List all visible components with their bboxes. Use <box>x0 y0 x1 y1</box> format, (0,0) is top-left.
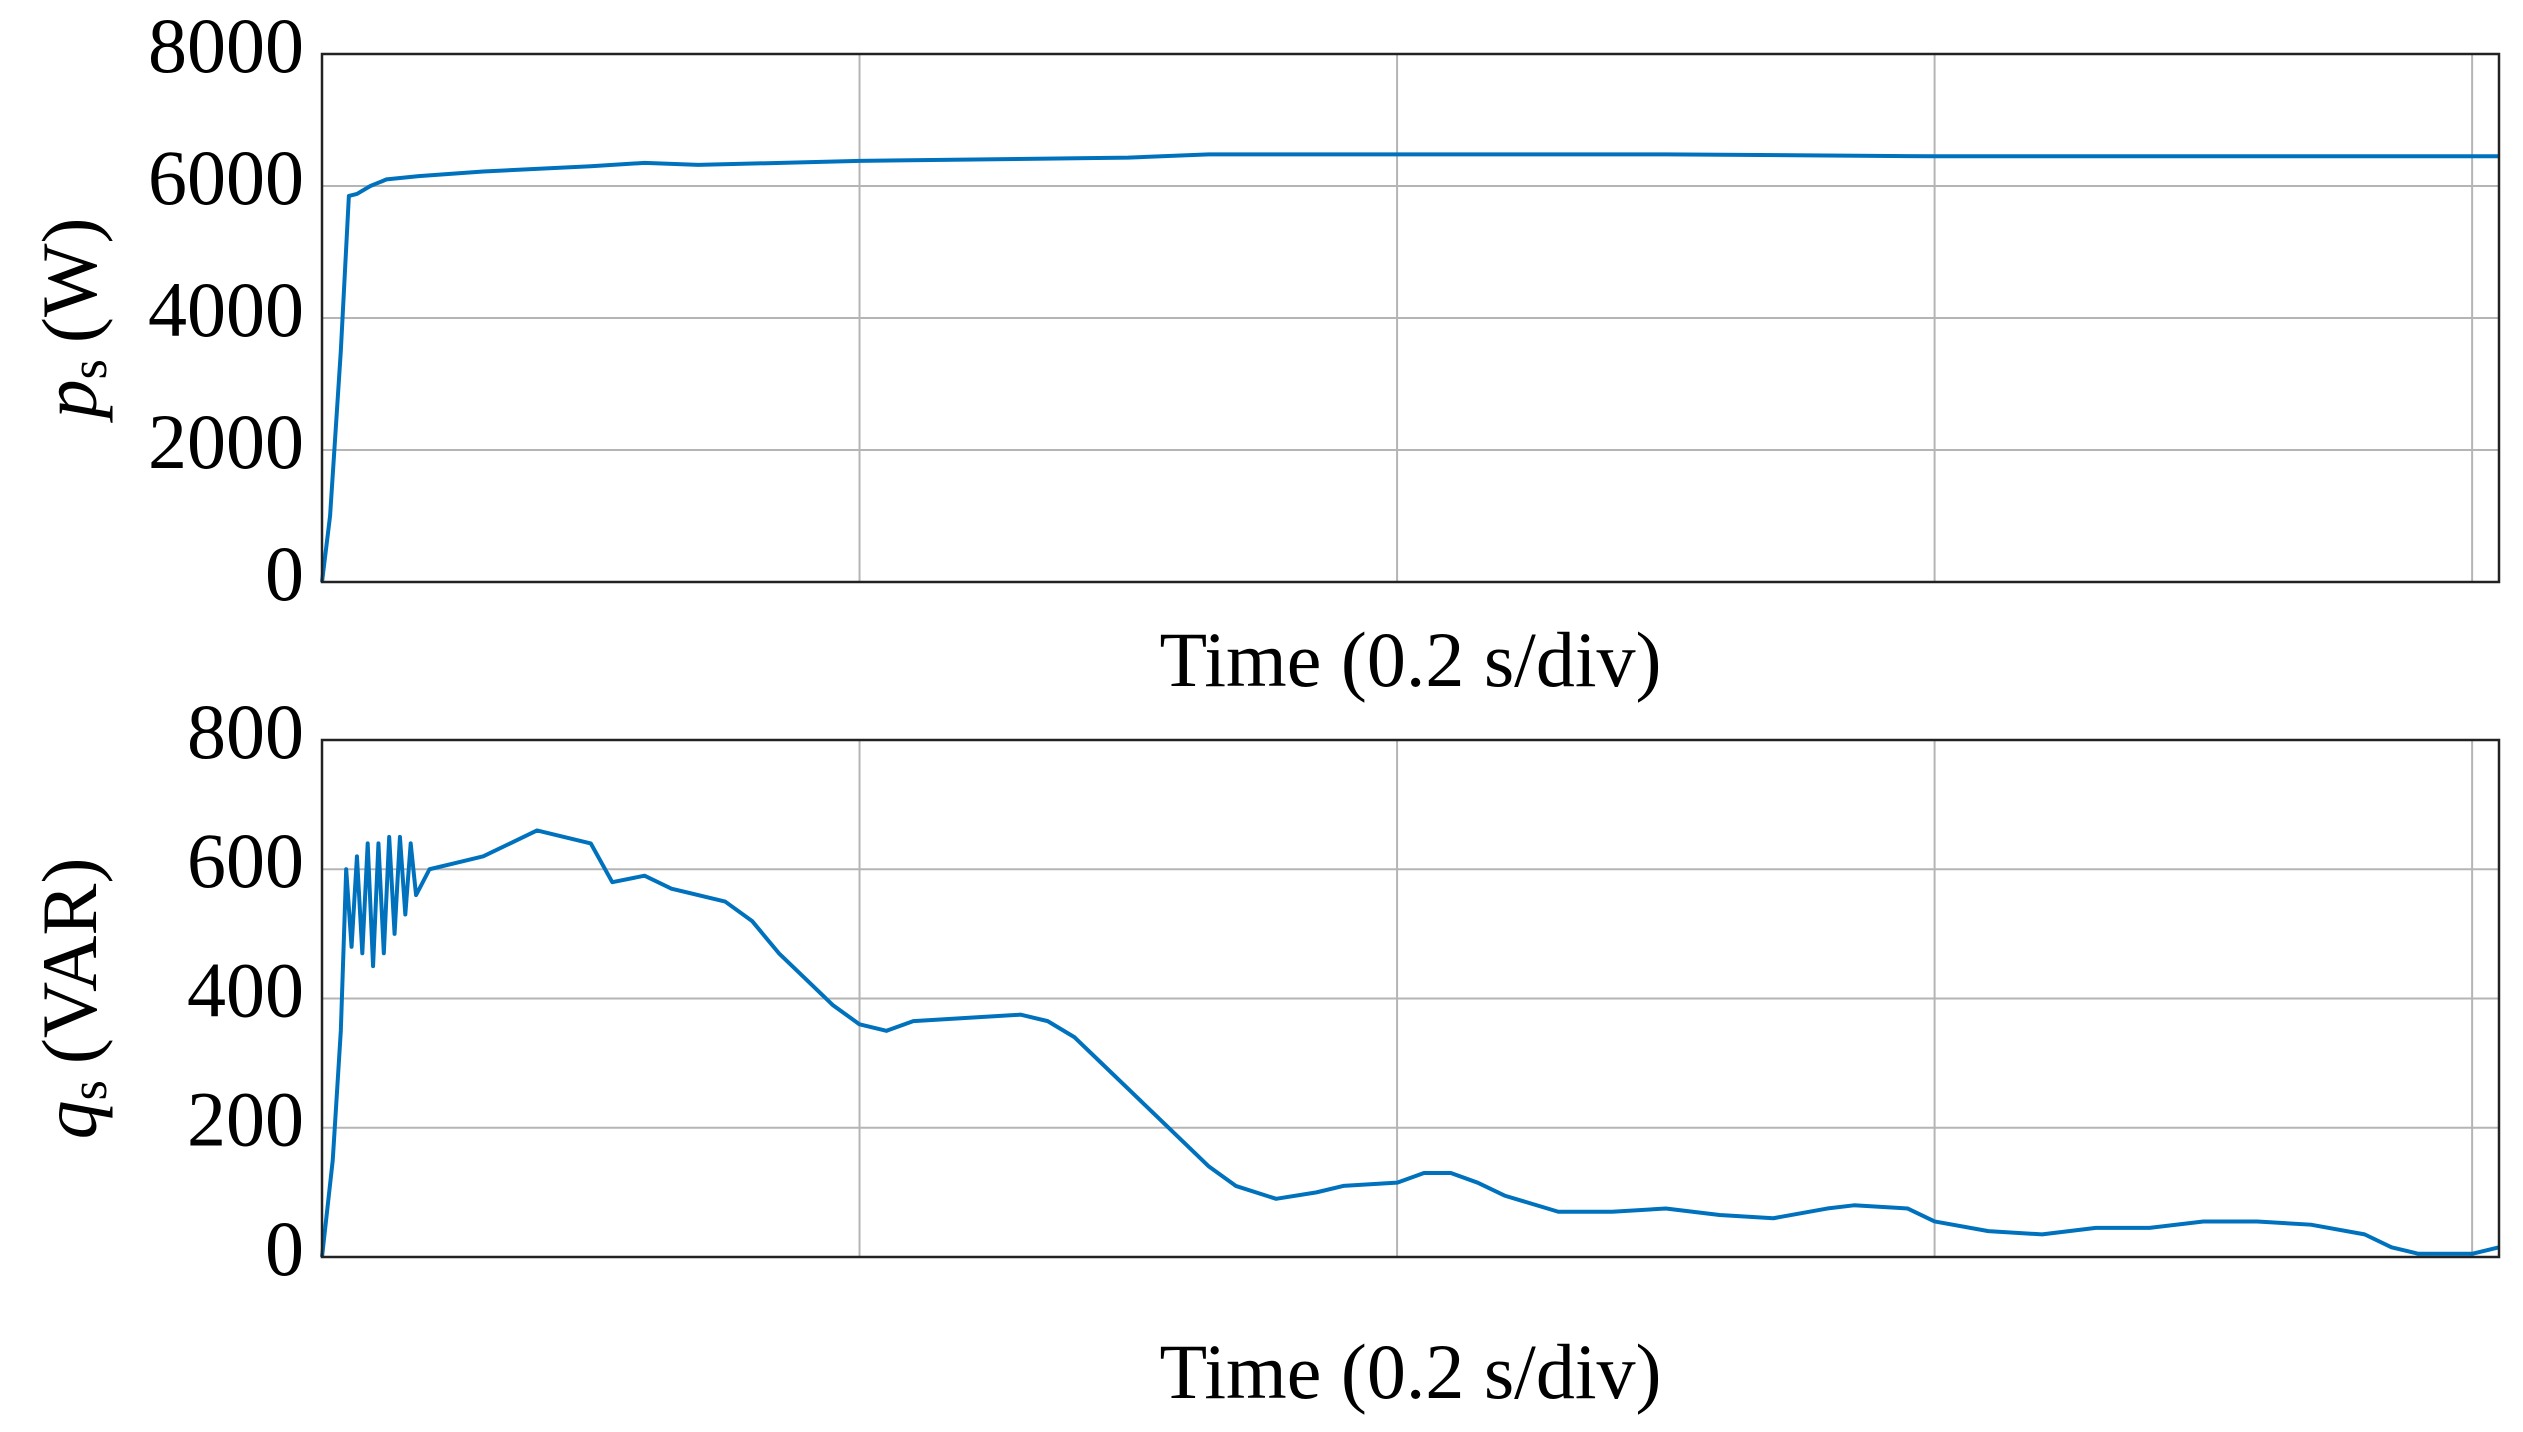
y-label-unit: (VAR) <box>26 858 113 1065</box>
y-axis-label: ps (W) <box>26 218 118 424</box>
y-tick-label: 0 <box>265 1205 304 1292</box>
y-tick-label: 2000 <box>148 398 304 485</box>
y-tick-label: 6000 <box>148 134 304 221</box>
y-tick-label: 800 <box>187 688 304 775</box>
y-axis-label: qs (VAR) <box>26 858 118 1140</box>
y-tick-label: 4000 <box>148 266 304 353</box>
x-axis-label: Time (0.2 s/div) <box>1159 616 1661 703</box>
y-label-unit: (W) <box>26 218 113 344</box>
data-line <box>320 828 2500 1258</box>
plot-frame <box>320 52 2501 584</box>
y-label-var: q <box>26 1100 113 1139</box>
y-tick-label: 600 <box>187 817 304 904</box>
data-line <box>320 152 2499 583</box>
y-tick-label: 8000 <box>148 2 304 89</box>
y-label-var: p <box>26 379 113 423</box>
y-tick-label: 0 <box>265 530 304 617</box>
plot-frame <box>320 738 2501 1259</box>
y-label-sub: s <box>61 1080 118 1100</box>
y-label-sub: s <box>61 359 118 379</box>
y-tick-label: 400 <box>187 946 304 1033</box>
y-tick-label: 200 <box>187 1076 304 1163</box>
x-axis-label: Time (0.2 s/div) <box>1159 1328 1661 1415</box>
